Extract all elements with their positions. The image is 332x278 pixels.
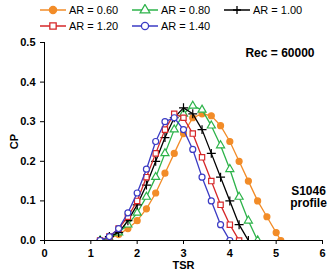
svg-text:0.1: 0.1 [20, 194, 35, 206]
svg-text:5: 5 [273, 247, 279, 259]
svg-text:4: 4 [227, 247, 234, 259]
html-text:AR = 1.00: AR = 1.00 [253, 4, 303, 16]
svg-text:0: 0 [41, 247, 47, 259]
svg-text:CP: CP [8, 134, 20, 149]
svg-text:Rec = 60000: Rec = 60000 [245, 46, 314, 60]
svg-text:S1046profile: S1046profile [290, 184, 327, 210]
html-text:AR = 0.80: AR = 0.80 [161, 4, 211, 16]
svg-text:0.4: 0.4 [20, 76, 36, 88]
svg-text:0.2: 0.2 [20, 155, 35, 167]
svg-text:TSR: TSR [173, 259, 195, 271]
svg-text:1: 1 [88, 247, 94, 259]
svg-text:6: 6 [319, 247, 325, 259]
svg-text:0.3: 0.3 [20, 115, 35, 127]
svg-text:0.0: 0.0 [20, 234, 35, 246]
svg-text:2: 2 [134, 247, 140, 259]
html-text:AR = 1.20: AR = 1.20 [69, 20, 119, 32]
svg-text:3: 3 [180, 247, 186, 259]
svg-text:0.5: 0.5 [20, 36, 35, 48]
html-text:AR = 0.60: AR = 0.60 [69, 4, 119, 16]
html-text:AR = 1.40: AR = 1.40 [161, 20, 211, 32]
